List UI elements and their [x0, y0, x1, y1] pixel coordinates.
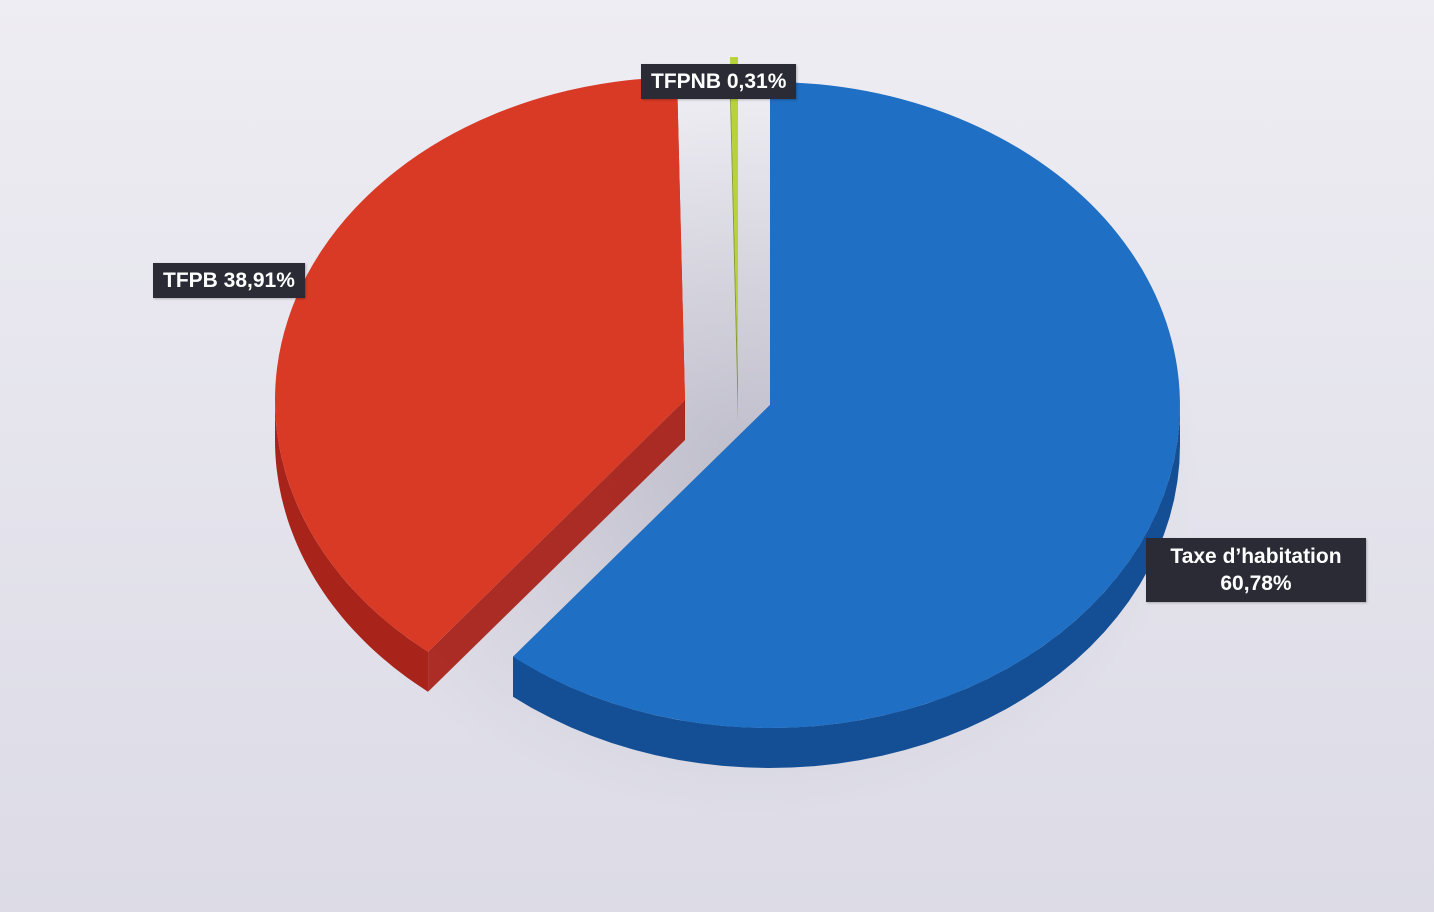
- slice-label-name: TFPB: [163, 269, 224, 292]
- slice-side-wall: [275, 400, 428, 692]
- pie-slice-tfpnb: [730, 57, 738, 420]
- slice-top-face: [513, 82, 1180, 729]
- slice-label-value: 60,78%: [1220, 572, 1292, 595]
- slice-label-value: 38,91%: [223, 269, 295, 292]
- slice-top-face: [730, 57, 738, 380]
- slice-label-value: 0,31%: [726, 70, 787, 93]
- slice-label-tfpnb: TFPNB 0,31%: [641, 64, 797, 99]
- pie-slice-tfpb: [275, 77, 685, 692]
- slice-cut-face: [428, 400, 685, 692]
- slice-label-tfpb: TFPB 38,91%: [153, 263, 305, 298]
- slice-top-face: [275, 77, 685, 652]
- slice-label-name: TFPNB: [651, 70, 727, 93]
- pie-slice-taxe-habitation: [513, 82, 1180, 768]
- slice-side-wall: [513, 405, 1180, 768]
- slice-cut-face: [730, 57, 738, 420]
- slice-label-taxe-habitation: Taxe d’habitation 60,78%: [1146, 538, 1366, 602]
- slice-label-name: Taxe d’habitation: [1170, 545, 1342, 568]
